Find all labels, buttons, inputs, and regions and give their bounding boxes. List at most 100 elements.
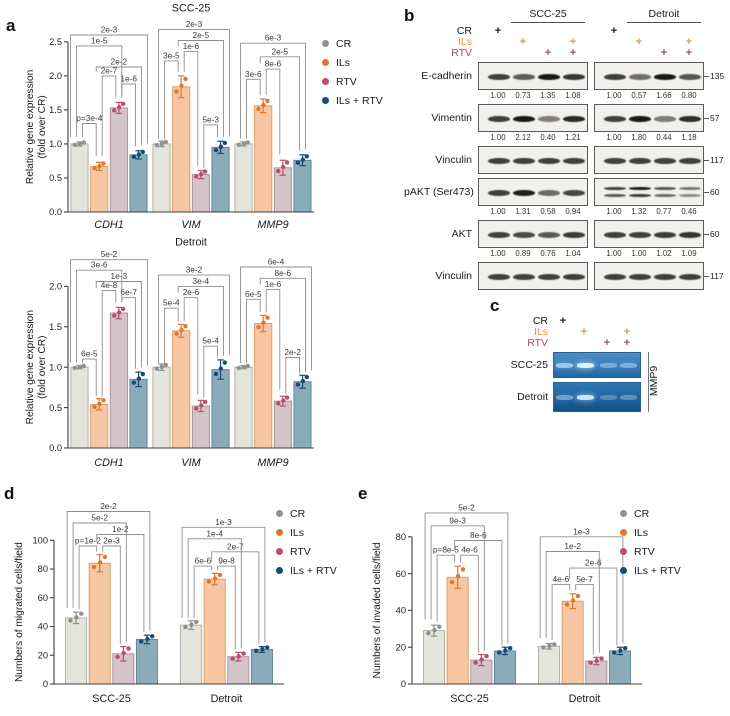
protein-band: [488, 273, 510, 280]
bar-CR: [70, 143, 89, 213]
data-point: [473, 660, 478, 665]
significance-bracket: [101, 75, 117, 157]
significance-bracket: [454, 540, 503, 646]
chart-migrated-cells: p=1e-2 2e-3 1e-2 5e-2 2e-2 6e-6 9e-8 2e-7 1e-41e…: [14, 501, 284, 705]
data-point: [97, 401, 102, 406]
bar-CR: [234, 366, 253, 449]
significance-bracket: [430, 525, 485, 651]
p-value-label: 5e-2: [101, 249, 118, 259]
legend-item: ILs: [322, 53, 383, 72]
data-point: [479, 657, 484, 662]
protein-band: [679, 157, 701, 164]
gel-image: [553, 382, 641, 412]
data-point: [199, 172, 204, 177]
band-quantification: 1.04: [565, 249, 581, 258]
y-tick-label: 60: [38, 593, 48, 603]
data-point: [484, 653, 489, 659]
data-point: [241, 364, 246, 370]
data-point: [265, 98, 270, 104]
blot-image: [478, 220, 588, 248]
data-point: [213, 371, 219, 377]
x-category-label: SCC-25: [92, 693, 130, 705]
blot-image: [478, 262, 588, 290]
p-value-label: 8e-6: [470, 530, 487, 540]
data-point: [295, 160, 301, 165]
data-point: [212, 576, 218, 581]
molecular-weight-marker: 135: [710, 71, 725, 81]
legend-label: RTV: [336, 75, 357, 88]
protein-band: [679, 187, 701, 191]
x-category-label: Detroit: [211, 693, 243, 705]
y-tick-label: 0.5: [49, 403, 62, 413]
data-point: [564, 602, 570, 607]
data-point: [588, 660, 593, 665]
significance-bracket: [95, 281, 142, 368]
p-value-label: 6e-4: [268, 257, 285, 267]
marker-dash: [704, 234, 709, 235]
p-value-label: p=3e-4: [76, 113, 102, 123]
data-point: [304, 154, 309, 159]
data-point: [245, 363, 250, 369]
protein-band: [654, 115, 676, 122]
data-point: [295, 382, 301, 387]
data-point: [575, 593, 581, 599]
p-value-label: 9e-3: [449, 515, 466, 525]
marker-dash: [704, 76, 709, 77]
significance-bracket: [158, 274, 230, 364]
p-value-label: 1e-6: [120, 74, 137, 84]
bar-ILs: [203, 578, 226, 685]
protein-band: [679, 73, 701, 80]
data-point: [260, 647, 265, 652]
data-point: [218, 144, 224, 149]
significance-bracket: [82, 123, 97, 157]
protein-band: [563, 115, 585, 122]
significance-bracket: [158, 29, 230, 139]
legend-label: RTV: [290, 545, 311, 558]
legend-label: CR: [336, 37, 352, 50]
data-point: [179, 328, 184, 333]
protein-label: Vinculin: [435, 270, 472, 282]
y-tick-label: 0.0: [49, 207, 62, 217]
p-value-label: 3e-4: [192, 276, 209, 286]
bar-CR: [70, 366, 89, 449]
band-quantification: 0.94: [565, 207, 581, 216]
band-quantification: 0.46: [681, 207, 697, 216]
significance-bracket: [240, 42, 306, 150]
protein-band: [604, 157, 626, 164]
band-quantification: 1.35: [540, 91, 556, 100]
data-point: [265, 645, 270, 650]
p-value-label: 4e-8: [101, 280, 118, 290]
y-tick-label: 80: [38, 564, 48, 574]
significance-bracket: [259, 277, 306, 372]
plus-sign: +: [660, 47, 668, 59]
data-point: [300, 157, 306, 162]
data-point: [304, 374, 309, 380]
y-tick-label: 1.0: [49, 139, 62, 149]
legend-dot-icon: [322, 40, 329, 47]
bar-ILs: [561, 600, 584, 685]
protein-band: [513, 231, 535, 238]
protein-label: Vimentin: [431, 112, 472, 124]
data-point: [121, 650, 126, 656]
x-category-label: MMP9: [257, 219, 288, 231]
p-value-label: 2e-3: [186, 19, 203, 29]
bar-ILs + RTV: [293, 159, 312, 213]
plus-sign: +: [685, 47, 693, 59]
p-value-label: 2e-6: [585, 558, 602, 568]
data-point: [179, 83, 184, 88]
p-value-label: 2e-3: [101, 25, 118, 35]
data-point: [194, 619, 199, 625]
p-value-label: 4e-6: [461, 545, 478, 555]
legend-dot-icon: [620, 567, 627, 574]
data-point: [163, 362, 168, 368]
bar-RTV: [273, 400, 292, 449]
protein-band: [654, 231, 676, 238]
band-quantification: 0.44: [656, 133, 672, 142]
data-point: [455, 574, 461, 579]
plus-sign: +: [603, 337, 611, 349]
legend-panel-e: CR ILs RTV ILs + RTV: [620, 504, 681, 580]
dna-band: [600, 395, 617, 400]
protein-label: Vinculin: [435, 154, 472, 166]
significance-bracket: [164, 60, 179, 139]
significance-bracket: [76, 45, 123, 138]
